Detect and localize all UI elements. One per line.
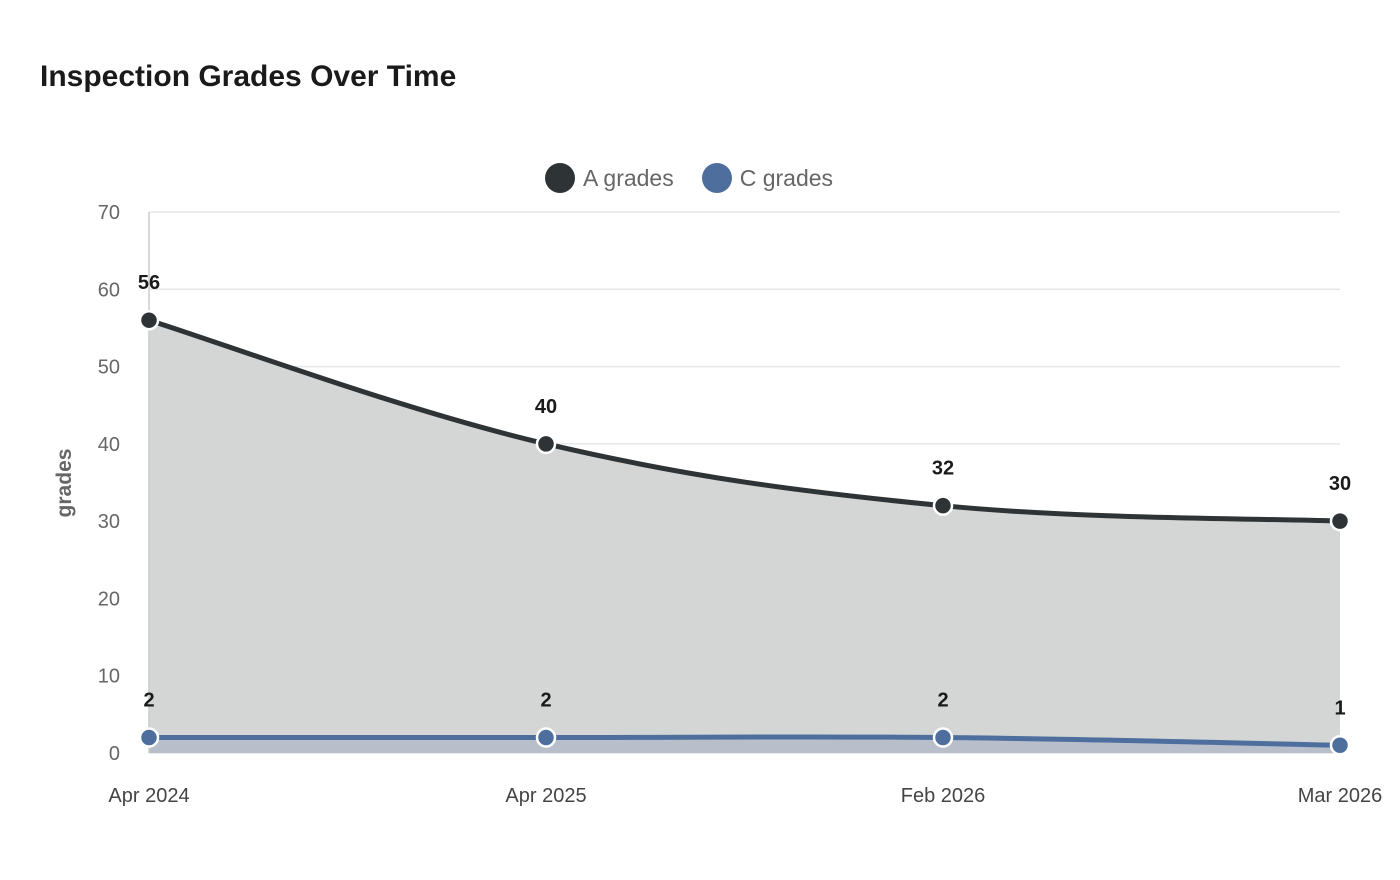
legend-label-c-grades: C grades xyxy=(739,164,834,191)
chart-legend: A grades C grades xyxy=(0,163,1378,193)
y-tick-label: 0 xyxy=(109,743,120,765)
point-a-grades[interactable] xyxy=(932,495,954,516)
legend-swatch-c-grades xyxy=(701,163,732,193)
data-label-a-grades: 32 xyxy=(932,458,954,480)
legend-item-a-grades[interactable]: A grades xyxy=(544,163,674,193)
point-a-grades[interactable] xyxy=(535,433,557,455)
data-label-c-grades: 2 xyxy=(540,690,551,712)
x-tick-label: Feb 2026 xyxy=(901,785,986,807)
data-label-a-grades: 40 xyxy=(535,396,557,418)
y-tick-label: 50 xyxy=(98,357,120,379)
legend-item-c-grades[interactable]: C grades xyxy=(701,163,834,193)
point-c-grades[interactable] xyxy=(1329,735,1351,756)
data-label-c-grades: 2 xyxy=(143,690,154,712)
data-labels: 56 40 32 30 2 2 2 1 xyxy=(138,272,1351,719)
data-label-a-grades: 30 xyxy=(1329,473,1351,495)
point-c-grades[interactable] xyxy=(535,727,557,748)
point-c-grades[interactable] xyxy=(932,727,954,748)
line-c-grades xyxy=(146,734,1343,748)
y-tick-label: 30 xyxy=(98,511,120,533)
point-a-grades[interactable] xyxy=(138,309,160,331)
area-a-grades xyxy=(149,320,1340,753)
y-axis-title: grades xyxy=(53,449,76,518)
y-tick-label: 60 xyxy=(98,279,120,301)
point-a-grades[interactable] xyxy=(1329,510,1351,532)
data-label-c-grades: 2 xyxy=(937,690,948,712)
point-c-grades[interactable] xyxy=(138,727,160,748)
y-tick-label: 40 xyxy=(98,434,120,456)
legend-label-a-grades: A grades xyxy=(582,164,674,191)
line-a-grades xyxy=(146,317,1343,524)
data-label-c-grades: 1 xyxy=(1334,697,1345,719)
data-label-a-grades: 56 xyxy=(138,272,160,294)
y-tick-label: 20 xyxy=(98,588,120,610)
x-tick-label: Apr 2025 xyxy=(505,785,586,807)
area-fills xyxy=(149,320,1340,753)
x-tick-label: Apr 2024 xyxy=(108,785,189,807)
legend-swatch-a-grades xyxy=(544,163,575,193)
chart-title: Inspection Grades Over Time xyxy=(40,60,457,93)
series-lines xyxy=(146,317,1343,748)
data-points xyxy=(138,309,1351,756)
y-tick-label: 10 xyxy=(98,666,120,688)
y-tick-label: 70 xyxy=(98,202,120,224)
x-tick-label: Mar 2026 xyxy=(1298,785,1383,807)
axes: 0 10 20 30 40 50 60 70 Apr 2024 Apr 2025 Feb 2026 M… xyxy=(98,202,1383,807)
